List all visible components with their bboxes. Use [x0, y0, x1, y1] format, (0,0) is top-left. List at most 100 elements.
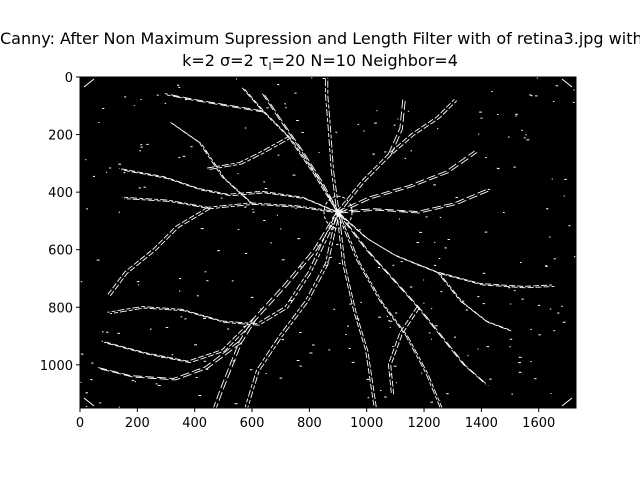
edge-speckle: [563, 195, 565, 197]
edge-speckle: [296, 120, 299, 121]
edge-speckle: [136, 281, 140, 283]
vessel-edge: [336, 188, 489, 213]
edge-speckle: [134, 381, 136, 383]
edge-speckle: [296, 360, 300, 361]
edge-speckle: [433, 184, 436, 186]
edge-speckle: [266, 107, 269, 109]
edge-speckle: [529, 94, 532, 96]
vessel-edge: [121, 196, 337, 213]
edge-image: [80, 77, 576, 408]
edge-speckle: [503, 212, 505, 213]
vessel-edge: [336, 150, 475, 212]
edge-speckle: [85, 392, 88, 394]
edge-speckle: [537, 304, 541, 306]
edge-speckle: [326, 261, 330, 263]
edge-speckle: [555, 85, 559, 87]
title-params-rest: =20 N=10 Neighbor=4: [271, 51, 458, 70]
chart-title-line-1: Canny: After Non Maximum Supression and …: [0, 29, 640, 48]
edge-speckle: [263, 220, 266, 221]
edge-speckle: [124, 96, 127, 98]
edge-speckle: [545, 265, 547, 267]
edge-speckle: [511, 393, 513, 395]
edge-speckle: [401, 210, 404, 212]
edge-speckle: [348, 348, 351, 349]
edge-speckle: [392, 346, 394, 347]
vessel-edge: [244, 211, 338, 408]
edge-speckle: [351, 361, 355, 363]
edge-speckle: [250, 369, 253, 371]
edge-speckle: [299, 332, 302, 333]
edge-speckle: [156, 94, 159, 96]
edge-speckle: [179, 290, 181, 292]
edge-speckle: [198, 369, 200, 370]
edge-speckle: [99, 402, 102, 404]
edge-speckle: [245, 253, 248, 254]
edge-speckle: [85, 405, 88, 407]
edge-speckle: [150, 328, 152, 330]
edge-speckle: [350, 205, 353, 207]
edge-speckle: [356, 318, 360, 320]
edge-speckle: [398, 218, 400, 220]
vessel-edge: [167, 94, 265, 113]
edge-speckle: [484, 231, 488, 233]
edge-speckle: [118, 211, 120, 213]
vessel-edge: [264, 94, 340, 214]
vessel-edge: [338, 212, 443, 408]
edge-speckle: [195, 377, 198, 378]
vessel-edge: [336, 211, 441, 408]
edge-speckle: [106, 331, 109, 333]
edge-speckle: [133, 105, 135, 107]
edge-speckle: [205, 368, 209, 370]
edge-speckle: [454, 336, 456, 338]
edge-speckle: [204, 150, 207, 152]
edge-speckle: [171, 354, 174, 356]
title-params: k=2 σ=2 τ: [182, 51, 269, 70]
vessel-edge: [439, 273, 512, 332]
edge-speckle: [338, 262, 341, 264]
edge-speckle: [143, 186, 146, 188]
axes-frame: [79, 76, 577, 409]
vessel-edge: [172, 123, 254, 205]
edge-speckle: [102, 331, 104, 333]
vessel-edge: [103, 319, 257, 364]
axes: 0 200 400 600 800 1000 1200 1400 1600 0 200 400 600 8…: [40, 71, 577, 431]
vessel-edge: [109, 212, 340, 326]
edge-speckle: [407, 110, 410, 112]
edge-speckle: [389, 320, 393, 322]
edge-speckle: [204, 271, 207, 273]
edge-speckle: [384, 151, 387, 153]
edge-speckle: [409, 286, 413, 288]
edge-speckle: [276, 214, 278, 216]
edge-speckle: [80, 281, 83, 283]
edge-speckle: [497, 114, 499, 115]
edge-speckle: [85, 159, 87, 161]
edge-speckle: [194, 344, 197, 346]
edge-speckle: [513, 290, 516, 292]
edge-speckle: [551, 178, 553, 180]
edge-speckle: [140, 99, 142, 100]
edge-speckle: [184, 318, 187, 320]
edge-speckle: [388, 320, 390, 322]
edge-speckle: [395, 382, 397, 384]
edge-speckle: [360, 301, 362, 303]
edge-speckle: [279, 377, 283, 379]
edge-speckle: [335, 131, 338, 133]
edge-speckle: [178, 157, 181, 159]
edge-speckle: [434, 241, 436, 243]
edge-speckle: [561, 305, 563, 307]
edge-speckle: [530, 95, 533, 97]
edge-speckle: [389, 327, 391, 329]
edge-speckle: [489, 378, 492, 380]
edge-speckle: [292, 174, 296, 176]
edge-speckle: [349, 303, 352, 305]
edge-speckle: [227, 328, 230, 330]
edge-speckle: [572, 101, 575, 103]
edge-speckle: [312, 344, 315, 346]
edge-speckle: [146, 143, 149, 145]
edge-speckle: [277, 84, 280, 86]
edge-speckle: [417, 264, 419, 266]
edge-speckle: [359, 229, 361, 231]
edge-speckle: [518, 362, 521, 364]
edge-speckle: [557, 312, 560, 314]
edge-speckle: [301, 132, 304, 133]
